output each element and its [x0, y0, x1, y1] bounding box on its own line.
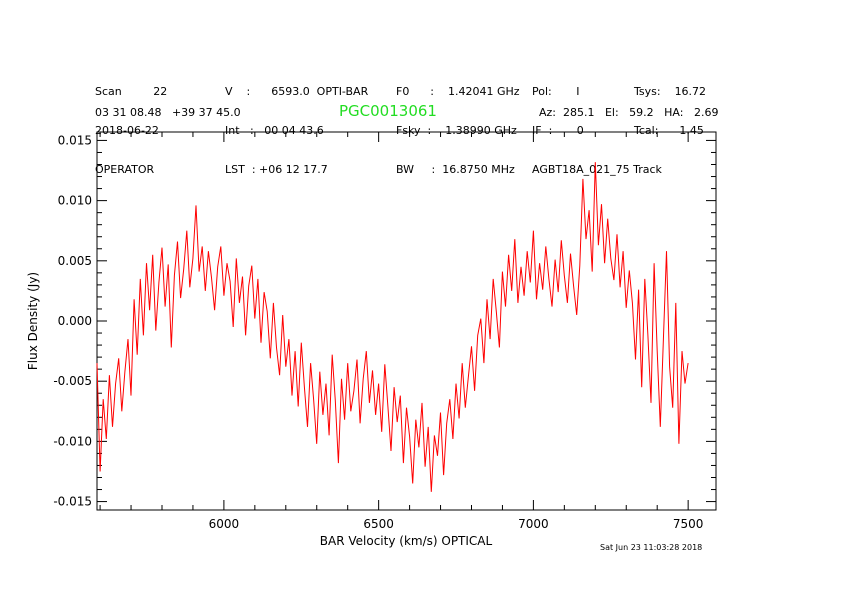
axis-ticks	[97, 132, 716, 510]
project-label: AGBT18A_021_75 Track	[532, 163, 662, 176]
y-tick-label: 0.000	[58, 314, 92, 328]
fsky-label: Fsky : 1.38990 GHz	[396, 124, 517, 137]
coordinates-label: 03 31 08.48 +39 37 45.0	[95, 106, 241, 119]
y-tick-label: 0.010	[58, 194, 92, 208]
operator-label: OPERATOR	[95, 163, 155, 176]
pol-label: Pol: I	[532, 85, 580, 98]
timestamp: Sat Jun 23 11:03:28 2018	[600, 543, 703, 552]
if-label: IF : 0	[532, 124, 584, 137]
header-col5: Tsys: 16.72 Tcal: 1.45	[634, 59, 706, 150]
header-col4: Pol: I IF : 0 AGBT18A_021_75 Track	[532, 59, 662, 189]
tcal-label: Tcal: 1.45	[634, 124, 704, 137]
azel-label: Az: 285.1 El: 59.2 HA: 2.69	[539, 106, 719, 119]
scan-label: Scan 22	[95, 85, 168, 98]
y-tick-label: -0.010	[53, 434, 92, 448]
f0-label: F0 : 1.42041 GHz	[396, 85, 520, 98]
date-label: 2018-06-22	[95, 124, 159, 137]
header-col3: F0 : 1.42041 GHz Fsky : 1.38990 GHz BW :…	[396, 59, 520, 189]
tsys-label: Tsys: 16.72	[634, 85, 707, 98]
y-axis-title: Flux Density (Jy)	[26, 272, 40, 370]
x-tick-label: 6000	[209, 517, 240, 531]
integration-label: Int : 00 04 43.6	[225, 124, 324, 137]
source-name: PGC0013061	[339, 102, 437, 120]
axis-tick-labels: 6000 6500 7000 7500 -0.015 -0.010 -0.005 0.000 0…	[53, 133, 703, 531]
velocity-label: V : 6593.0 OPTI-BAR	[225, 85, 369, 98]
x-tick-label: 6500	[363, 517, 394, 531]
y-tick-label: -0.005	[53, 374, 92, 388]
y-tick-label: 0.015	[58, 133, 92, 147]
x-tick-label: 7500	[673, 517, 704, 531]
header-col1: Scan 22 2018-06-22 OPERATOR	[95, 59, 167, 189]
bw-label: BW : 16.8750 MHz	[396, 163, 515, 176]
x-tick-label: 7000	[518, 517, 549, 531]
y-tick-label: 0.005	[58, 254, 92, 268]
lst-label: LST : +06 12 17.7	[225, 163, 328, 176]
x-axis-title: BAR Velocity (km/s) OPTICAL	[320, 534, 493, 548]
plot-frame	[96, 131, 717, 511]
y-tick-label: -0.015	[53, 495, 92, 509]
spectrum-line	[96, 162, 689, 492]
header-col2: V : 6593.0 OPTI-BAR Int : 00 04 43.6 LST…	[225, 59, 368, 189]
